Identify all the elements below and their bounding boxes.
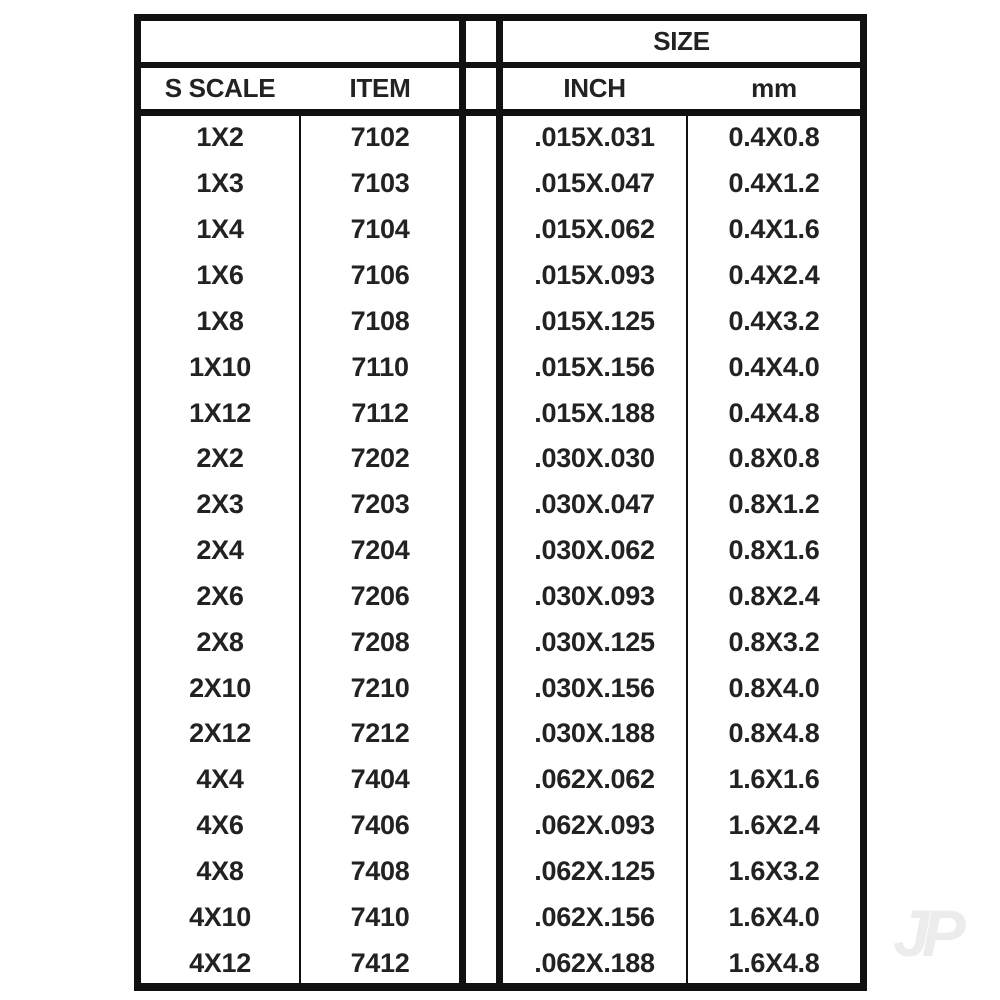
mm-cell: 0.8X1.6 — [728, 535, 820, 566]
mm-cell: 0.8X1.2 — [728, 489, 820, 520]
inch-cell: .030X.062 — [534, 535, 655, 566]
column-header-mm: mm — [751, 73, 797, 103]
size-header: SIZE — [653, 26, 710, 56]
s-scale-cell: 2X6 — [196, 580, 244, 611]
s-scale-cell: 1X2 — [196, 122, 244, 153]
inch-cell: .030X.125 — [534, 626, 655, 657]
item-cell: 7408 — [350, 856, 410, 887]
s-scale-cell: 1X4 — [196, 214, 244, 245]
s-scale-cell: 4X4 — [196, 764, 244, 795]
inch-cell: .015X.047 — [534, 168, 655, 199]
mm-cell: 0.8X2.4 — [728, 580, 820, 611]
inch-cell: .062X.125 — [534, 856, 655, 887]
mm-cell: 0.4X1.6 — [728, 214, 820, 245]
item-cell: 7203 — [350, 489, 410, 520]
s-scale-cell: 1X6 — [196, 259, 244, 290]
inch-cell: .062X.093 — [534, 810, 655, 841]
s-scale-cell: 2X12 — [189, 718, 251, 749]
s-scale-cell: 2X10 — [189, 672, 251, 703]
inch-cell: .015X.062 — [534, 214, 655, 245]
s-scale-cell: 2X8 — [196, 626, 244, 657]
header-divider-2 — [134, 109, 867, 116]
inch-cell: .030X.030 — [534, 443, 655, 474]
mm-cell: 0.8X4.8 — [728, 718, 820, 749]
mm-cell: 0.4X4.8 — [728, 397, 820, 428]
s-scale-cell: 2X2 — [196, 443, 244, 474]
jp-watermark-logo: JP — [893, 896, 966, 970]
item-cell: 7404 — [350, 764, 410, 795]
s-scale-cell: 4X6 — [196, 810, 244, 841]
inch-cell: .062X.188 — [534, 947, 655, 978]
item-cell: 7206 — [350, 580, 410, 611]
item-cell: 7212 — [350, 718, 410, 749]
mm-cell: 1.6X3.2 — [728, 856, 820, 887]
s-scale-cell: 1X12 — [189, 397, 251, 428]
inch-cell: .062X.156 — [534, 901, 655, 932]
mm-cell: 0.4X4.0 — [728, 351, 820, 382]
table-border-left — [134, 14, 141, 991]
column-header-inch: INCH — [563, 73, 626, 103]
divider-gap-left — [459, 14, 466, 991]
s-scale-cell: 2X3 — [196, 489, 244, 520]
inch-cell: .015X.156 — [534, 351, 655, 382]
item-cell: 7208 — [350, 626, 410, 657]
mm-cell: 0.8X3.2 — [728, 626, 820, 657]
item-cell: 7210 — [350, 672, 410, 703]
item-cell: 7112 — [351, 397, 409, 428]
column-header-item: ITEM — [349, 73, 411, 103]
inch-cell: .015X.188 — [534, 397, 655, 428]
inch-cell: .030X.188 — [534, 718, 655, 749]
mm-cell: 0.4X2.4 — [728, 259, 820, 290]
table-border-right — [860, 14, 867, 991]
s-scale-cell: 4X8 — [196, 856, 244, 887]
item-cell: 7103 — [350, 168, 410, 199]
item-cell: 7202 — [350, 443, 410, 474]
item-cell: 7406 — [350, 810, 410, 841]
column-divider-item — [299, 116, 301, 983]
item-cell: 7410 — [350, 901, 410, 932]
inch-cell: .030X.093 — [534, 580, 655, 611]
mm-cell: 1.6X1.6 — [728, 764, 820, 795]
header-divider-1 — [134, 62, 867, 68]
inch-cell: .015X.125 — [534, 305, 655, 336]
item-cell: 7104 — [350, 214, 410, 245]
s-scale-cell: 1X3 — [196, 168, 244, 199]
inch-cell: .030X.047 — [534, 489, 655, 520]
item-cell: 7204 — [350, 535, 410, 566]
item-cell: 7110 — [351, 351, 409, 382]
column-header-s-scale: S SCALE — [164, 73, 276, 103]
mm-cell: 0.8X0.8 — [728, 443, 820, 474]
item-cell: 7108 — [350, 305, 410, 336]
item-cell: 7102 — [350, 122, 410, 153]
mm-cell: 1.6X4.0 — [728, 901, 820, 932]
mm-cell: 1.6X4.8 — [728, 947, 820, 978]
s-scale-cell: 4X12 — [189, 947, 251, 978]
mm-cell: 0.8X4.0 — [728, 672, 820, 703]
item-cell: 7412 — [350, 947, 410, 978]
column-divider-mm — [686, 116, 688, 983]
inch-cell: .015X.031 — [534, 122, 655, 153]
mm-cell: 0.4X1.2 — [728, 168, 820, 199]
inch-cell: .030X.156 — [534, 672, 655, 703]
mm-cell: 0.4X0.8 — [728, 122, 820, 153]
divider-gap-right — [496, 14, 503, 991]
item-cell: 7106 — [350, 259, 410, 290]
inch-cell: .062X.062 — [534, 764, 655, 795]
inch-cell: .015X.093 — [534, 259, 655, 290]
mm-cell: 0.4X3.2 — [728, 305, 820, 336]
mm-cell: 1.6X2.4 — [728, 810, 820, 841]
s-scale-cell: 1X8 — [196, 305, 244, 336]
s-scale-cell: 4X10 — [189, 901, 251, 932]
s-scale-cell: 2X4 — [196, 535, 244, 566]
s-scale-cell: 1X10 — [189, 351, 251, 382]
